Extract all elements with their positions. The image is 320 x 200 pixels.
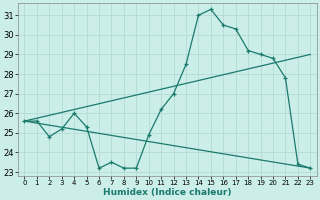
X-axis label: Humidex (Indice chaleur): Humidex (Indice chaleur) bbox=[103, 188, 232, 197]
